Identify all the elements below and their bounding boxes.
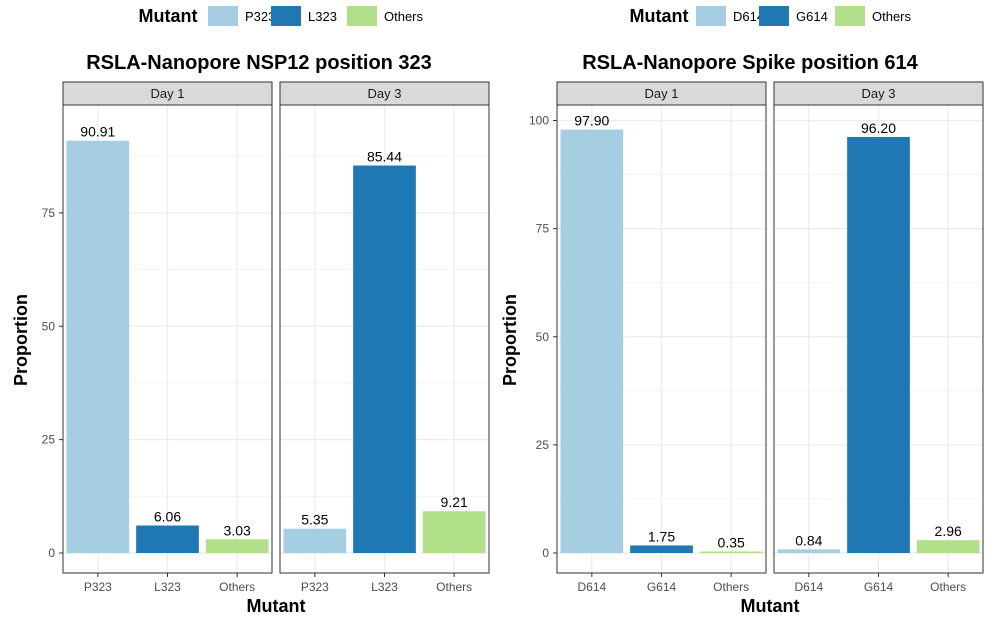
chart2-y-tick-label-0: 0: [542, 546, 549, 560]
chart2-panel-1-data-label-others: 0.35: [718, 534, 745, 550]
chart2-x-axis-label: Mutant: [741, 596, 800, 616]
chart1-x-axis-label: Mutant: [247, 596, 306, 616]
chart2-legend-title: Mutant: [630, 6, 689, 26]
chart2-panel-2-x-tick-label-d614: D614: [794, 580, 823, 594]
chart2-legend-key-2: [759, 6, 789, 26]
chart1-panel-1-data-label-l323: 6.06: [154, 509, 181, 525]
chart1-legend-key-2: [271, 6, 301, 26]
chart2-panel-2-bar-others: [916, 540, 980, 553]
chart1-panel-2-bar-others: [422, 511, 486, 553]
chart1-legend-label-2: L323: [308, 9, 337, 24]
chart1-panel-2-bar-l323: [353, 165, 416, 553]
chart1-legend-key-3: [347, 6, 377, 26]
chart2-panel-2-x-tick-label-g614: G614: [864, 580, 894, 594]
chart1-panel-2-bar-p323: [283, 528, 347, 553]
chart2-panel-1-bar-others: [699, 551, 763, 553]
chart1-y-tick-label-50: 50: [42, 319, 56, 333]
chart2-panel-1-data-label-g614: 1.75: [648, 528, 675, 544]
chart1-panel-2-strip-label: Day 3: [368, 86, 402, 101]
chart2-panel-1-x-tick-label-d614: D614: [577, 580, 606, 594]
chart2-panel-1-data-label-d614: 97.90: [574, 113, 609, 129]
chart1-panel-1-bar-l323: [136, 525, 199, 553]
chart2-legend-key-3: [835, 6, 865, 26]
chart2-panel-2-bar-d614: [777, 549, 841, 553]
chart2-panel-2-strip-label: Day 3: [862, 86, 896, 101]
chart1-panel-1-data-label-p323: 90.91: [80, 124, 115, 140]
chart2-panel-1-x-tick-label-others: Others: [713, 580, 749, 594]
chart1-panel-2-data-label-l323: 85.44: [367, 149, 402, 165]
chart2-panel-2-data-label-g614: 96.20: [861, 120, 896, 136]
chart2-y-tick-label-50: 50: [536, 330, 550, 344]
chart1-legend-key-1: [208, 6, 238, 26]
chart1-y-axis-label: Proportion: [11, 294, 31, 386]
chart1-y-tick-label-75: 75: [42, 206, 56, 220]
chart1-legend-label-3: Others: [384, 9, 424, 24]
chart1-panel-2-x-tick-label-others: Others: [436, 580, 472, 594]
chart2-legend-label-3: Others: [872, 9, 912, 24]
chart1-panel-2-x-tick-label-l323: L323: [371, 580, 398, 594]
chart2-panel-1-bar-d614: [560, 129, 624, 553]
chart2-y-tick-label-100: 100: [529, 114, 549, 128]
chart2-y-axis-label: Proportion: [500, 294, 520, 386]
chart2-panel-2-bar-g614: [847, 136, 910, 553]
chart1-panel-2-data-label-others: 9.21: [441, 494, 468, 510]
chart1-panel-2-data-label-p323: 5.35: [301, 512, 328, 528]
chart1-legend-label-1: P323: [245, 9, 275, 24]
chart1-panel-1-x-tick-label-p323: P323: [84, 580, 112, 594]
chart1-panel-1-strip-label: Day 1: [151, 86, 185, 101]
chart2-panel-1-strip-label: Day 1: [645, 86, 679, 101]
chart2-panel-1-x-tick-label-g614: G614: [647, 580, 677, 594]
chart2-y-tick-label-75: 75: [536, 222, 550, 236]
chart1-panel-1-data-label-others: 3.03: [224, 522, 251, 538]
chart2-panel-1-strip: [556, 81, 767, 106]
chart1-panel-2-strip: [279, 81, 490, 106]
chart2-legend-label-2: G614: [796, 9, 828, 24]
chart1-legend-title: Mutant: [139, 6, 198, 26]
chart2-title: RSLA-Nanopore Spike position 614: [582, 52, 918, 74]
chart1-panel-1-x-tick-label-l323: L323: [154, 580, 181, 594]
chart2-legend-key-1: [696, 6, 726, 26]
chart1-y-tick-label-25: 25: [42, 433, 56, 447]
chart1-title: RSLA-Nanopore NSP12 position 323: [86, 52, 432, 74]
chart2-panel-2-strip: [773, 81, 984, 106]
chart2-panel-1-bar-g614: [630, 545, 693, 553]
chart1-y-tick-label-0: 0: [48, 546, 55, 560]
chart2-y-tick-label-25: 25: [536, 438, 550, 452]
chart1-panel-1-bar-others: [205, 539, 269, 553]
chart1-panel-1-bar-p323: [66, 140, 130, 553]
chart1-panel-1-strip: [62, 81, 273, 106]
chart2-panel-2-x-tick-label-others: Others: [930, 580, 966, 594]
chart1-panel-2-x-tick-label-p323: P323: [301, 580, 329, 594]
chart2-legend-label-1: D614: [733, 9, 764, 24]
chart2-panel-2-data-label-others: 2.96: [935, 523, 962, 539]
chart1-panel-1-x-tick-label-others: Others: [219, 580, 255, 594]
chart2-panel-2-data-label-d614: 0.84: [795, 532, 822, 548]
